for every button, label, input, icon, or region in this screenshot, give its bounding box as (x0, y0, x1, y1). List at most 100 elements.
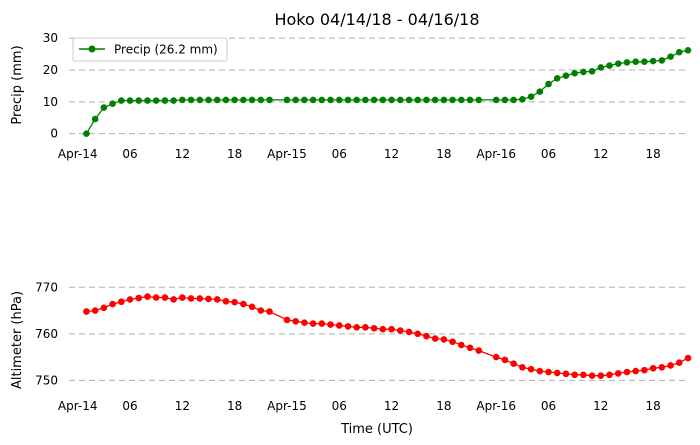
data-point (571, 69, 578, 77)
data-point (649, 57, 657, 65)
data-point (344, 96, 352, 104)
data-point (231, 96, 238, 104)
data-point (257, 96, 265, 104)
data-point (379, 325, 387, 333)
data-point (553, 74, 561, 82)
data-point (126, 97, 134, 104)
data-point (405, 96, 413, 104)
data-point (362, 96, 369, 104)
y-tick-label: 20 (43, 63, 58, 77)
data-point (266, 308, 273, 315)
x-tick-label: Apr-16 (476, 399, 516, 413)
data-point (327, 96, 334, 104)
data-point (431, 335, 439, 342)
data-point (335, 322, 343, 329)
x-tick-label: Apr-15 (267, 147, 307, 161)
data-point (649, 364, 657, 372)
data-point (475, 96, 483, 104)
y-tick-label: 30 (43, 31, 58, 45)
data-point (580, 68, 587, 76)
data-point (187, 295, 195, 302)
data-point (597, 372, 605, 380)
data-point (91, 307, 99, 314)
data-point (144, 293, 151, 300)
data-point (588, 372, 596, 380)
data-point (152, 294, 160, 301)
data-point (545, 368, 552, 376)
altimeter-y-axis-label: Altimeter (hPa) (10, 291, 25, 389)
data-point (632, 58, 639, 66)
data-point (658, 364, 666, 371)
x-tick-label: 18 (227, 147, 242, 161)
data-point (440, 336, 448, 343)
y-tick-label: 0 (50, 127, 58, 141)
data-point (414, 330, 422, 338)
data-point (641, 58, 648, 66)
data-point (292, 317, 299, 325)
x-tick-label: 06 (541, 147, 556, 161)
data-point (152, 97, 160, 104)
data-point (144, 97, 151, 104)
data-point (580, 371, 587, 379)
x-axis-label: Time (UTC) (340, 422, 413, 437)
precip-panel: 0 10 20 30 Apr-14 06 12 18 Apr-15 06 12 18 Apr-16 06… (10, 31, 692, 161)
data-point (519, 95, 526, 103)
data-point (606, 371, 613, 379)
data-point (623, 368, 631, 376)
data-point (423, 332, 430, 340)
altimeter-panel: 750 760 770 Apr-14 06 12 18 Apr-15 06 12 18 Apr-16… (10, 280, 692, 437)
data-point (675, 359, 683, 366)
data-point (388, 96, 395, 104)
data-point (614, 60, 622, 67)
data-point (327, 321, 334, 328)
x-tick-label: 18 (436, 399, 451, 413)
data-point (318, 320, 326, 327)
data-point (353, 96, 361, 104)
data-point (632, 367, 639, 375)
data-point (553, 369, 561, 377)
x-tick-label: Apr-15 (267, 399, 307, 413)
data-point (309, 320, 317, 327)
data-point (301, 319, 308, 326)
data-point (222, 96, 230, 104)
x-tick-label: 12 (384, 147, 399, 161)
series-line (86, 295, 689, 377)
legend: Precip (26.2 mm) (72, 37, 228, 62)
precip-y-axis-label: Precip (mm) (10, 45, 25, 124)
data-point (205, 295, 212, 303)
data-point (109, 100, 116, 108)
data-point (161, 294, 169, 301)
data-point (362, 324, 369, 331)
data-point (492, 353, 500, 361)
x-tick-label: 18 (645, 147, 660, 161)
x-tick-label: 12 (175, 147, 190, 161)
data-point (135, 97, 143, 104)
legend-frame (72, 37, 228, 62)
x-tick-label: 06 (122, 147, 137, 161)
data-point (614, 370, 622, 377)
x-tick-label: 12 (593, 399, 608, 413)
data-point (641, 366, 648, 374)
data-point (458, 341, 465, 349)
data-point (292, 96, 299, 104)
x-tick-label: 06 (332, 399, 347, 413)
y-tick-label: 760 (35, 327, 58, 341)
x-tick-label: 06 (541, 399, 556, 413)
data-point (466, 344, 474, 352)
data-point (562, 72, 570, 80)
data-point (100, 104, 108, 111)
data-point (240, 300, 247, 308)
data-point (536, 367, 544, 375)
data-point (301, 96, 308, 104)
data-point (179, 96, 186, 104)
data-point (353, 324, 361, 331)
data-point (466, 96, 474, 104)
x-tick-label: Apr-16 (476, 147, 516, 161)
data-point (667, 53, 674, 60)
data-point (545, 80, 552, 88)
data-point (519, 364, 526, 371)
data-point (667, 362, 674, 369)
data-point (196, 295, 204, 302)
data-point (213, 296, 221, 303)
data-point (431, 96, 439, 104)
